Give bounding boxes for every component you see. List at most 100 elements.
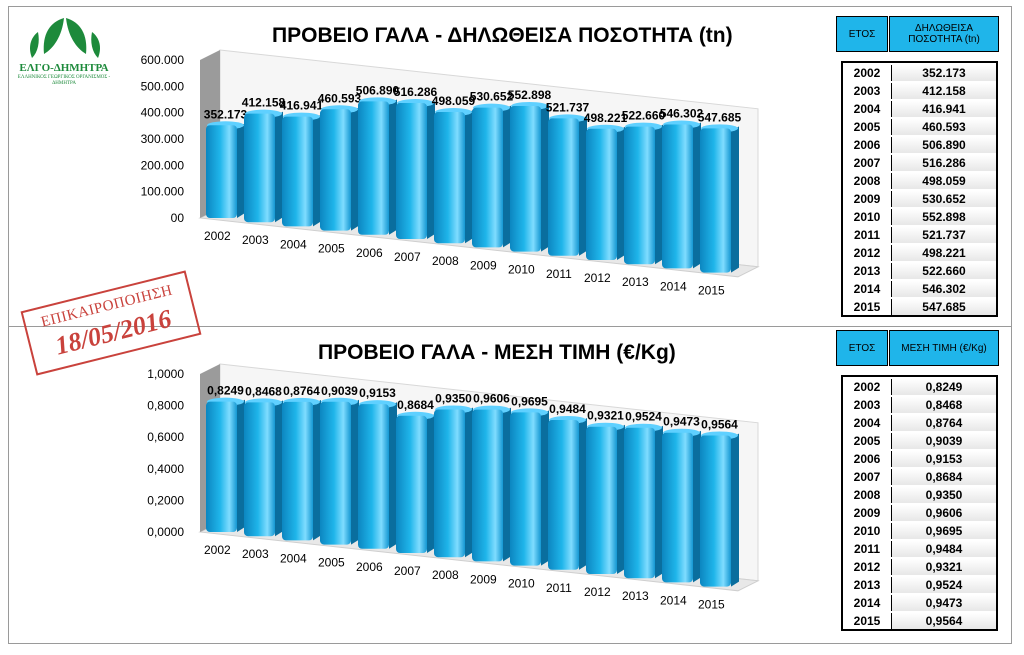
table-cell-year: 2004 <box>843 415 892 431</box>
data-label: 0,9473 <box>663 415 700 429</box>
table-row: 2005 460.593 <box>843 118 996 136</box>
x-tick-label: 2013 <box>622 275 649 289</box>
quantity-bar-chart: 00 100.000 200.000 300.000 400.000 500.000 600… <box>141 49 760 298</box>
bar-side <box>313 399 321 541</box>
data-label: 0,9321 <box>587 409 624 423</box>
data-label: 0,8764 <box>283 384 320 398</box>
table-row: 2010 552.898 <box>843 208 996 226</box>
elgo-dimitra-logo: ΕΛΓΟ-ΔΗΜΗΤΡΑ ΕΛΛΗΝΙΚΟΣ ΓΕΩΡΓΙΚΟΣ ΟΡΓΑΝΙΣ… <box>14 14 114 88</box>
y-tick-label: 0,6000 <box>147 430 184 444</box>
price-bar-chart: 0,0000 0,2000 0,4000 0,6000 0,8000 1,0000 0,82… <box>147 363 760 612</box>
bar-side <box>351 399 359 545</box>
x-tick-label: 2007 <box>394 250 421 264</box>
table-cell-year: 2005 <box>843 433 892 449</box>
table-cell-year: 2003 <box>843 83 892 99</box>
bar <box>510 412 541 566</box>
table-cell-year: 2007 <box>843 155 892 171</box>
x-tick-label: 2004 <box>280 551 307 565</box>
data-label: 0,8684 <box>397 398 434 412</box>
table-cell-year: 2013 <box>843 577 892 593</box>
table-cell-year: 2008 <box>843 173 892 189</box>
data-label: 412.158 <box>242 96 286 110</box>
y-tick-label: 400.000 <box>141 106 185 120</box>
data-label: 506.890 <box>356 83 400 97</box>
x-tick-label: 2015 <box>698 598 725 612</box>
bar <box>358 404 389 549</box>
table-row: 2015 547.685 <box>843 298 996 316</box>
x-tick-label: 2011 <box>546 267 572 281</box>
bar <box>282 401 313 541</box>
bar <box>320 109 351 231</box>
bar-side <box>655 124 663 265</box>
bar <box>358 101 389 235</box>
bar-side <box>389 99 397 235</box>
bar <box>434 112 465 244</box>
table-row: 2008 0,9350 <box>843 486 996 504</box>
table-cell-value: 552.898 <box>892 209 996 225</box>
table-cell-year: 2007 <box>843 469 892 485</box>
x-tick-label: 2002 <box>204 543 231 557</box>
bar-side <box>427 101 435 240</box>
y-tick-label: 00 <box>171 211 185 225</box>
bar <box>586 128 617 260</box>
data-label: 547.685 <box>698 110 742 124</box>
data-label: 0,9564 <box>701 417 738 431</box>
table-row: 2004 0,8764 <box>843 414 996 432</box>
y-tick-label: 100.000 <box>141 185 185 199</box>
data-label: 0,9524 <box>625 410 662 424</box>
table-body: 2002 352.173 2003 412.158 2004 416.941 2005 460… <box>841 61 998 317</box>
bar <box>662 432 693 583</box>
table-row: 2011 521.737 <box>843 226 996 244</box>
chart-title-price: ΠΡΟΒΕΙΟ ΓΑΛΑ - ΜΕΣΗ ΤΙΜΗ (€/Kg) <box>318 341 676 364</box>
table-cell-value: 0,8764 <box>892 415 996 431</box>
table-cell-year: 2015 <box>843 299 892 315</box>
y-tick-label: 0,4000 <box>147 462 184 476</box>
x-tick-label: 2010 <box>508 263 535 277</box>
table-cell-value: 352.173 <box>892 65 996 81</box>
table-row: 2011 0,9484 <box>843 540 996 558</box>
table-cell-year: 2015 <box>843 613 892 629</box>
table-cell-year: 2012 <box>843 245 892 261</box>
data-label: 546.302 <box>660 107 704 121</box>
data-label: 498.221 <box>584 111 628 125</box>
table-cell-value: 0,9524 <box>892 577 996 593</box>
section-divider <box>8 326 1012 327</box>
table-cell-value: 0,9039 <box>892 433 996 449</box>
table-row: 2008 498.059 <box>843 172 996 190</box>
table-cell-year: 2002 <box>843 379 892 395</box>
table-cell-value: 498.059 <box>892 173 996 189</box>
table-cell-value: 0,9484 <box>892 541 996 557</box>
bar-side <box>693 122 701 269</box>
table-row: 2005 0,9039 <box>843 432 996 450</box>
x-tick-label: 2006 <box>356 246 383 260</box>
x-tick-label: 2013 <box>622 589 649 603</box>
x-tick-label: 2010 <box>508 577 535 591</box>
leaf-emblem-icon <box>30 18 100 60</box>
bar <box>206 401 237 532</box>
table-row: 2013 522.660 <box>843 262 996 280</box>
x-tick-label: 2003 <box>242 233 269 247</box>
table-row: 2002 352.173 <box>843 64 996 82</box>
bar-side <box>313 114 321 227</box>
bar-side <box>275 111 283 223</box>
table-cell-year: 2011 <box>843 541 892 557</box>
data-label: 516.286 <box>394 85 438 99</box>
y-tick-label: 300.000 <box>141 132 185 146</box>
table-cell-year: 2003 <box>843 397 892 413</box>
bar-side <box>237 399 245 532</box>
bar-side <box>655 425 663 579</box>
table-cell-value: 416.941 <box>892 101 996 117</box>
table-cell-year: 2014 <box>843 595 892 611</box>
table-row: 2015 0,9564 <box>843 612 996 630</box>
table-row: 2013 0,9524 <box>843 576 996 594</box>
data-label: 0,9606 <box>473 392 510 406</box>
data-label: 0,9350 <box>435 391 472 405</box>
data-label: 521.737 <box>546 100 590 114</box>
table-cell-value: 0,9564 <box>892 613 996 629</box>
table-row: 2009 0,9606 <box>843 504 996 522</box>
table-cell-year: 2009 <box>843 505 892 521</box>
bar <box>396 103 427 240</box>
table-row: 2006 506.890 <box>843 136 996 154</box>
x-tick-label: 2004 <box>280 237 307 251</box>
table-row: 2007 0,8684 <box>843 468 996 486</box>
